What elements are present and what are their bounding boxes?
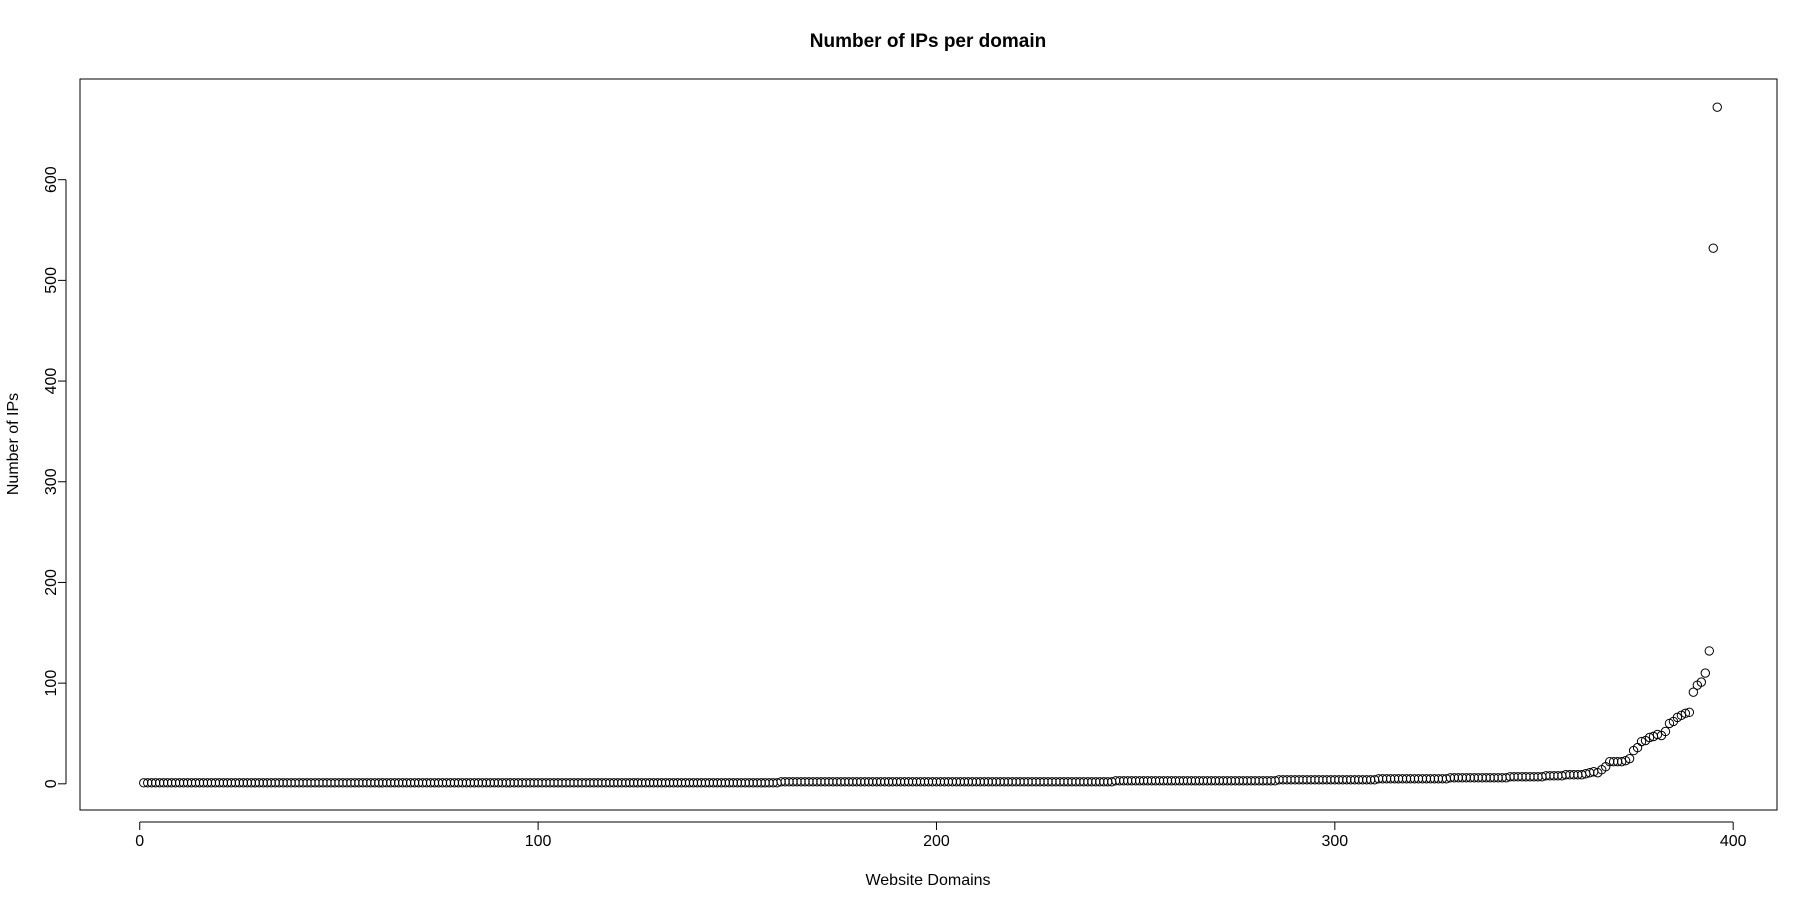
y-tick-label: 100 xyxy=(43,670,60,697)
x-tick-label: 400 xyxy=(1720,833,1747,850)
data-point xyxy=(1696,677,1707,687)
x-axis: 0 100 200 300 400 xyxy=(135,821,1747,850)
chart-title: Number of IPs per domain xyxy=(810,31,1046,52)
x-tick-label: 300 xyxy=(1321,833,1348,850)
plot-frame xyxy=(79,78,1778,811)
x-axis-label: Website Domains xyxy=(865,872,990,889)
data-point xyxy=(1660,726,1671,737)
y-tick-label: 300 xyxy=(43,468,60,495)
data-point xyxy=(1688,687,1699,697)
data-points xyxy=(139,102,1722,788)
x-tick-label: 100 xyxy=(525,833,552,850)
y-tick-label: 200 xyxy=(43,569,60,596)
data-point xyxy=(1700,668,1710,678)
x-tick-label: 0 xyxy=(135,833,144,850)
data-point xyxy=(1708,243,1718,253)
data-point xyxy=(1616,756,1627,767)
data-point xyxy=(1680,708,1691,719)
data-point xyxy=(1704,646,1714,656)
x-tick-label: 200 xyxy=(923,833,950,850)
data-point xyxy=(1684,707,1695,718)
data-point xyxy=(1624,753,1635,764)
y-axis: 0 100 200 300 400 500 600 xyxy=(43,166,67,788)
data-point xyxy=(1712,102,1722,112)
y-tick-label: 500 xyxy=(43,267,60,294)
data-point xyxy=(1644,732,1655,743)
y-tick-label: 0 xyxy=(43,779,60,788)
data-point xyxy=(1652,729,1663,740)
y-axis-label: Number of IPs xyxy=(5,393,22,495)
data-point xyxy=(1636,736,1647,747)
y-tick-label: 400 xyxy=(43,368,60,395)
y-tick-label: 600 xyxy=(43,166,60,193)
